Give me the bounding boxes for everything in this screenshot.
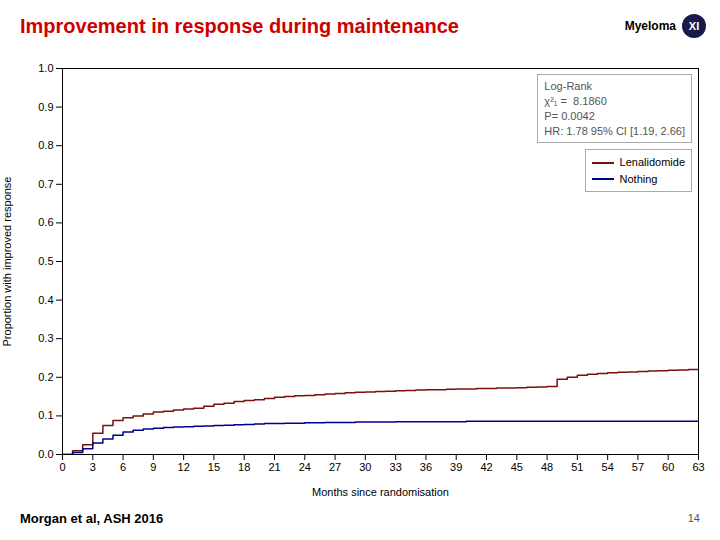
svg-text:12: 12	[178, 461, 190, 473]
svg-text:0.9: 0.9	[38, 101, 53, 113]
svg-text:1.0: 1.0	[38, 62, 53, 74]
svg-text:0.5: 0.5	[38, 255, 53, 267]
svg-text:15: 15	[208, 461, 220, 473]
svg-text:42: 42	[480, 461, 492, 473]
svg-text:Months since randomisation: Months since randomisation	[312, 486, 449, 498]
html-text:Nothing: Nothing	[619, 172, 658, 185]
html-text:Morgan et al, ASH 2016: Morgan et al, ASH 2016	[20, 510, 164, 526]
html-text:Improvement in response during: Improvement in response during maintenan…	[20, 14, 459, 37]
html-text:XI: XI	[688, 20, 700, 32]
svg-text:0.8: 0.8	[38, 139, 53, 151]
svg-text:0.7: 0.7	[38, 178, 53, 190]
svg-text:18: 18	[238, 461, 250, 473]
svg-text:0.1: 0.1	[38, 409, 53, 421]
svg-text:51: 51	[571, 461, 583, 473]
html-text:14: 14	[687, 512, 700, 524]
svg-text:21: 21	[268, 461, 280, 473]
svg-text:Proportion with improved respo: Proportion with improved response	[1, 177, 13, 347]
html-text:Log-Rank χ²₁ = 8.1860 P= 0.004: Log-Rank χ²₁ = 8.1860 P= 0.0042 HR: 1.78…	[544, 80, 685, 137]
svg-text:36: 36	[420, 461, 432, 473]
svg-text:33: 33	[390, 461, 402, 473]
svg-text:6: 6	[120, 461, 126, 473]
svg-text:9: 9	[150, 461, 156, 473]
html-text:Lenalidomide: Lenalidomide	[619, 156, 685, 169]
svg-text:0.6: 0.6	[38, 216, 53, 228]
svg-text:63: 63	[692, 461, 704, 473]
svg-text:45: 45	[511, 461, 523, 473]
svg-text:54: 54	[602, 461, 614, 473]
svg-text:57: 57	[632, 461, 644, 473]
svg-text:0.3: 0.3	[38, 332, 53, 344]
html-text:Myeloma: Myeloma	[624, 19, 676, 33]
svg-text:3: 3	[90, 461, 96, 473]
svg-text:27: 27	[329, 461, 341, 473]
svg-text:0.2: 0.2	[38, 371, 53, 383]
svg-text:0: 0	[59, 461, 65, 473]
svg-text:60: 60	[662, 461, 674, 473]
svg-text:30: 30	[359, 461, 371, 473]
svg-text:24: 24	[299, 461, 311, 473]
svg-text:0.4: 0.4	[38, 294, 53, 306]
svg-text:48: 48	[541, 461, 553, 473]
svg-text:39: 39	[450, 461, 462, 473]
svg-text:0.0: 0.0	[38, 448, 53, 460]
